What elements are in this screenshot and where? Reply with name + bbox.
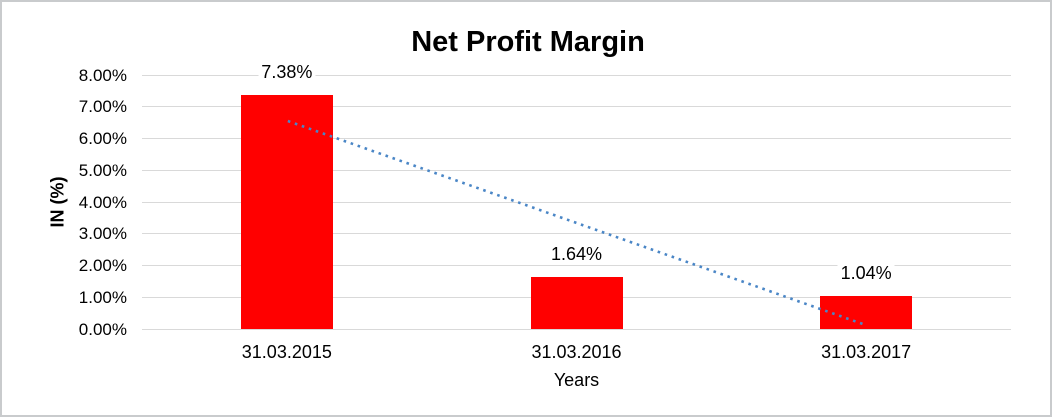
plot-area: 7.38% 1.64% 1.04% bbox=[142, 62, 1011, 330]
gridline bbox=[142, 138, 1011, 139]
gridline bbox=[142, 328, 1011, 330]
chart-title: Net Profit Margin bbox=[411, 26, 645, 58]
bar-31.03.2015 bbox=[240, 94, 333, 329]
x-axis-tick-label: 31.03.2017 bbox=[821, 342, 912, 362]
y-axis-tick-label: 5.00% bbox=[78, 160, 127, 180]
y-axis-tick-label: 0.00% bbox=[78, 319, 127, 339]
y-axis-tick-label: 6.00% bbox=[78, 129, 127, 148]
x-axis-tick-label: 31.03.2015 bbox=[241, 342, 332, 362]
x-axis-tick-labels: 31.03.2015 31.03.2016 31.03.2017 bbox=[142, 342, 1011, 362]
data-label: 1.64% bbox=[547, 244, 606, 264]
gridline bbox=[142, 201, 1011, 203]
gridline bbox=[142, 265, 1011, 266]
y-axis-tick-label: 3.00% bbox=[78, 224, 127, 244]
x-axis-tick-label: 31.03.2016 bbox=[531, 342, 622, 362]
y-axis-tick-label: 7.00% bbox=[78, 97, 127, 117]
y-axis-tick-labels: 8.00% 7.00% 6.00% 5.00% 4.00% 3.00% 2.00% 1.00%… bbox=[2, 66, 127, 339]
y-axis-tick-label: 2.00% bbox=[78, 256, 127, 275]
gridline bbox=[142, 233, 1011, 235]
data-label: 7.38% bbox=[258, 62, 316, 82]
data-label: 1.04% bbox=[837, 263, 895, 283]
gridline bbox=[142, 74, 1011, 76]
bar-31.03.2017 bbox=[820, 295, 913, 329]
bar-31.03.2016 bbox=[530, 276, 623, 329]
trendline bbox=[287, 119, 867, 327]
gridline bbox=[142, 169, 1011, 171]
gridline bbox=[142, 106, 1011, 108]
y-axis-tick-label: 4.00% bbox=[78, 192, 127, 212]
y-axis-tick-label: 1.00% bbox=[78, 287, 127, 307]
x-axis-title: Years bbox=[553, 370, 600, 390]
y-axis-tick-label: 8.00% bbox=[78, 65, 127, 85]
